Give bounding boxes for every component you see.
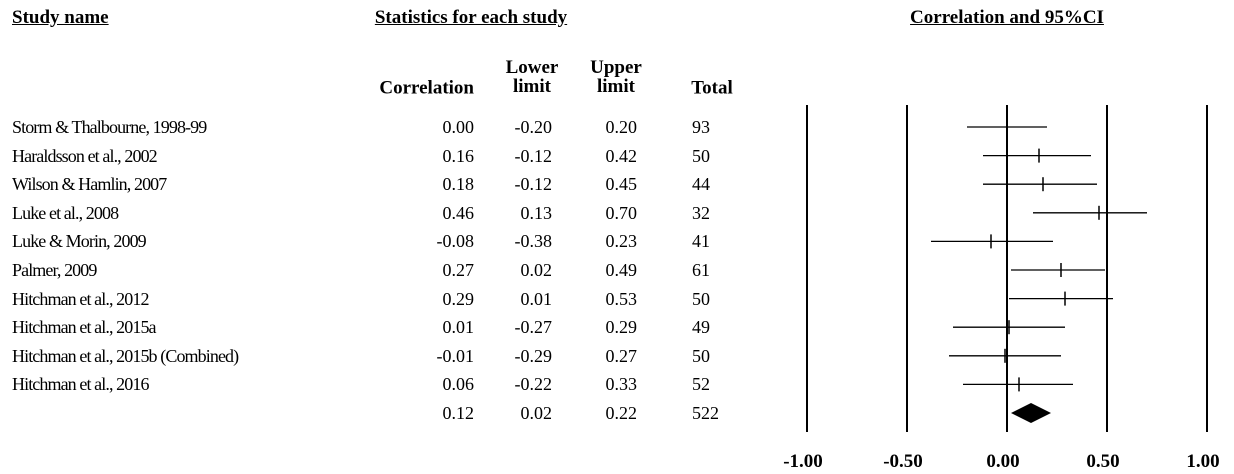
correlation-value: 0.27 <box>442 260 475 280</box>
total-value: 50 <box>692 345 710 366</box>
study-name: Haraldsson et al., 2002 <box>12 145 158 166</box>
study-name: Hitchman et al., 2012 <box>12 288 149 309</box>
study-name: Storm & Thalbourne, 1998-99 <box>12 117 207 137</box>
total-value: 50 <box>692 145 710 166</box>
upper-limit-value: 0.53 <box>605 288 638 309</box>
upper-limit-value: 0.22 <box>605 403 638 423</box>
correlation-value: 0.29 <box>442 288 475 309</box>
summary-diamond <box>1011 403 1051 423</box>
correlation-value: 0.06 <box>442 374 475 395</box>
correlation-value: 0.46 <box>442 202 475 223</box>
upper-limit-value: 0.27 <box>605 345 638 366</box>
study-name: Palmer, 2009 <box>12 260 97 280</box>
total-value: 49 <box>692 317 710 338</box>
lower-limit-value: 0.02 <box>520 260 553 280</box>
stats-header: Statistics for each study <box>374 7 568 28</box>
x-tick-label: 0.50 <box>1086 451 1120 472</box>
upper-limit-value: 0.23 <box>605 231 638 252</box>
total-value: 32 <box>692 202 710 223</box>
x-tick-label: -0.50 <box>883 451 923 472</box>
lower-limit-value: -0.12 <box>514 174 553 195</box>
correlation-value: -0.01 <box>436 345 475 366</box>
upper-limit-value: 0.29 <box>605 317 638 338</box>
study-name: Luke et al., 2008 <box>12 202 119 223</box>
study-name: Hitchman et al., 2016 <box>12 374 149 395</box>
lower-limit-value: -0.38 <box>514 231 553 252</box>
lower-limit-value: -0.20 <box>514 117 553 137</box>
study-name: Hitchman et al., 2015a <box>12 317 157 338</box>
correlation-value: -0.08 <box>436 231 475 252</box>
column-header: Upper limit <box>590 57 642 97</box>
study-name: Wilson & Hamlin, 2007 <box>12 174 167 195</box>
lower-limit-value: -0.12 <box>514 145 553 166</box>
total-value: 52 <box>692 374 710 395</box>
correlation-value: 0.01 <box>442 317 475 338</box>
total-value: 44 <box>692 174 710 195</box>
study-name: Hitchman et al., 2015b (Combined) <box>12 345 239 366</box>
lower-limit-value: 0.02 <box>520 403 553 423</box>
column-header: Total <box>691 77 733 99</box>
lower-limit-value: 0.13 <box>520 202 553 223</box>
total-value: 61 <box>692 260 710 280</box>
x-tick-label: 0.00 <box>986 451 1020 472</box>
total-value: 41 <box>692 231 710 252</box>
lower-limit-value: -0.22 <box>514 374 553 395</box>
correlation-value: 0.12 <box>442 403 475 423</box>
plot-header: Correlation and 95%CI <box>910 7 1104 28</box>
upper-limit-value: 0.49 <box>605 260 638 280</box>
upper-limit-value: 0.20 <box>605 117 638 137</box>
column-header: Correlation <box>379 77 474 99</box>
correlation-value: 0.16 <box>442 145 475 166</box>
lower-limit-value: 0.01 <box>520 288 553 309</box>
total-value: 93 <box>692 117 710 137</box>
upper-limit-value: 0.45 <box>605 174 638 195</box>
total-value: 522 <box>692 403 719 423</box>
lower-limit-value: -0.27 <box>514 317 553 338</box>
total-value: 50 <box>692 288 710 309</box>
upper-limit-value: 0.70 <box>605 202 638 223</box>
upper-limit-value: 0.42 <box>605 145 638 166</box>
column-header: Lower limit <box>505 57 559 97</box>
x-tick-label: -1.00 <box>783 451 823 472</box>
study-header: Study name <box>12 7 109 28</box>
study-name: Luke & Morin, 2009 <box>12 231 147 252</box>
lower-limit-value: -0.29 <box>514 345 553 366</box>
correlation-value: 0.00 <box>442 117 475 137</box>
upper-limit-value: 0.33 <box>605 374 638 395</box>
x-tick-label: 1.00 <box>1186 451 1220 472</box>
correlation-value: 0.18 <box>442 174 475 195</box>
